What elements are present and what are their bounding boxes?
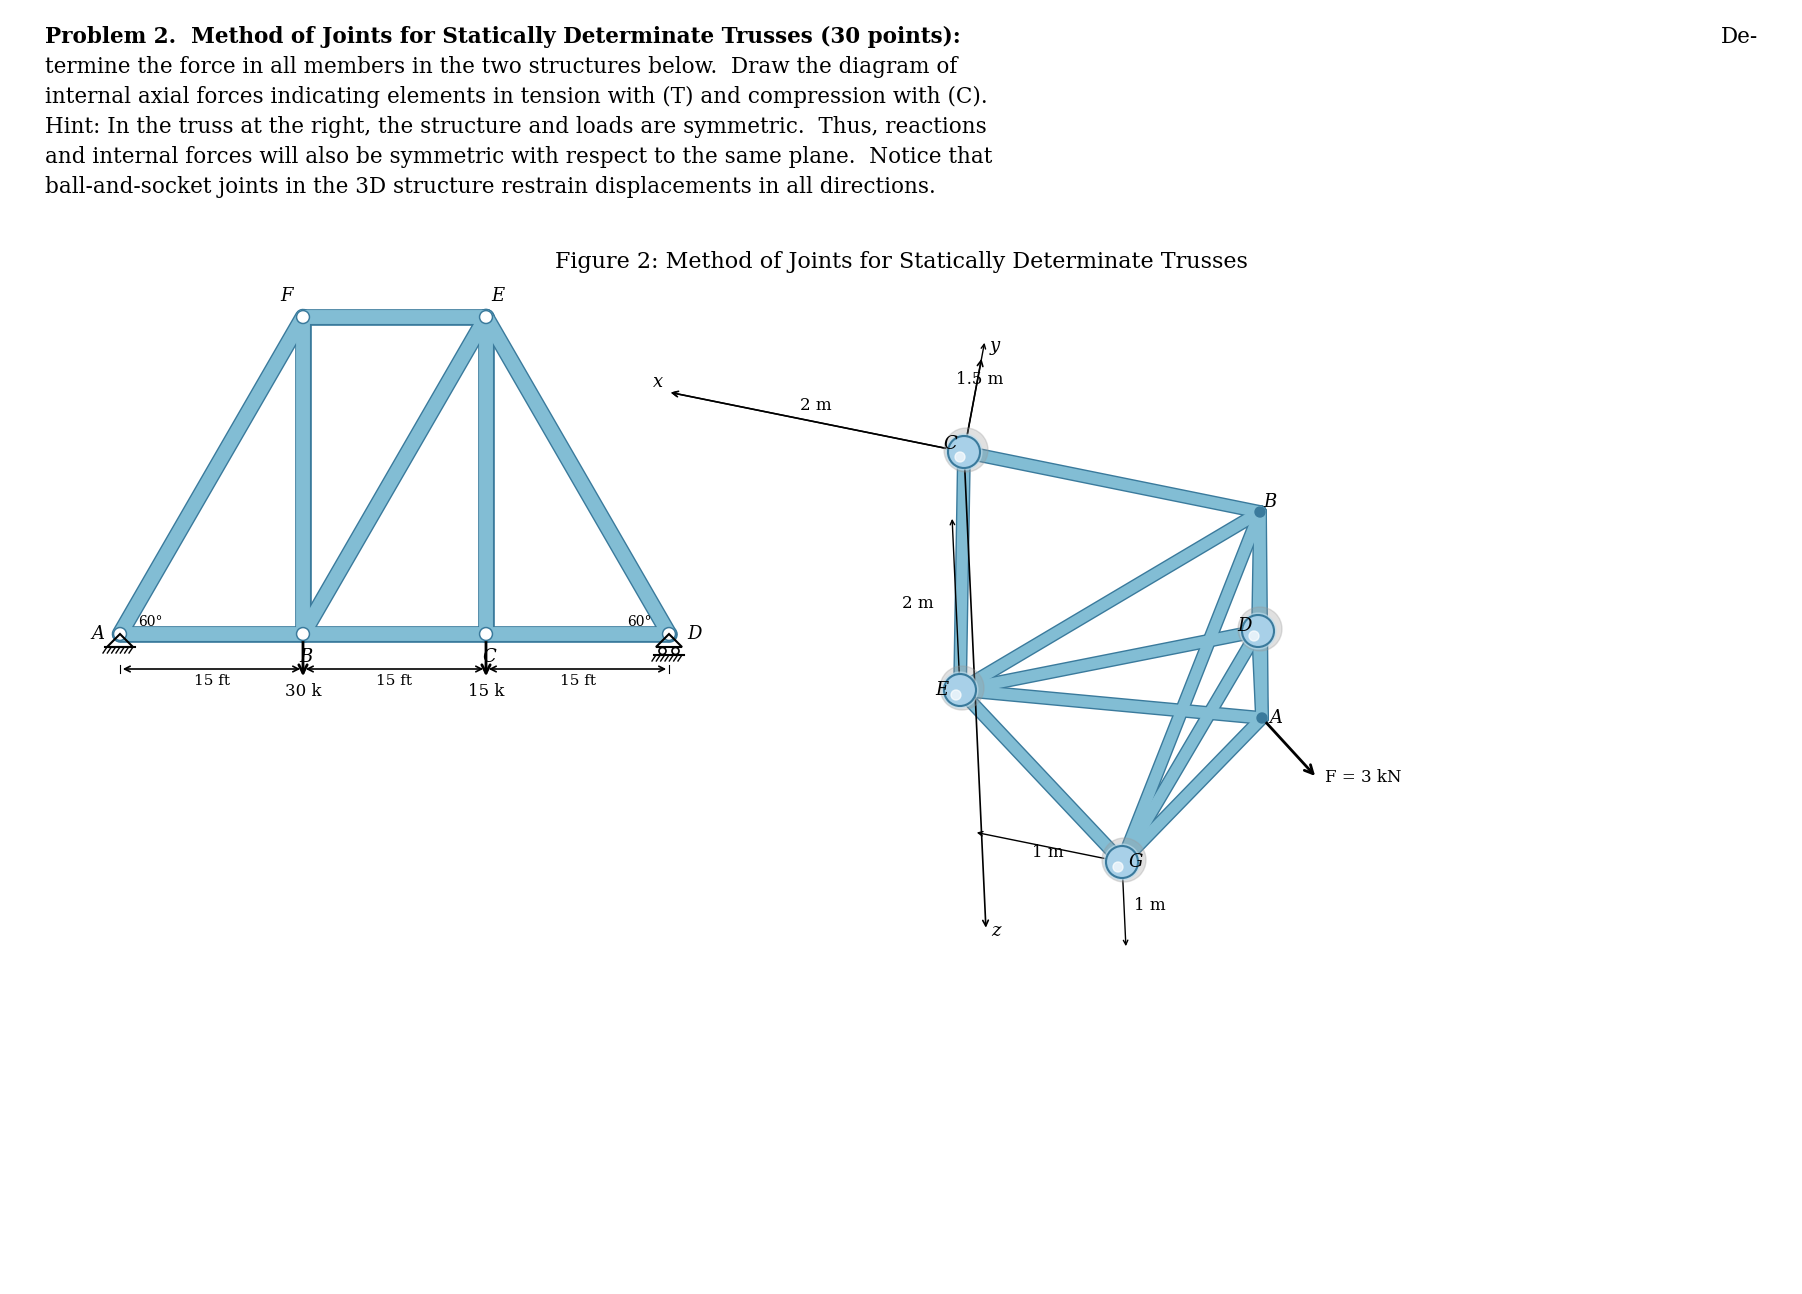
Text: 15 ft: 15 ft bbox=[193, 674, 229, 688]
Circle shape bbox=[479, 628, 492, 641]
Circle shape bbox=[1258, 713, 1267, 723]
Text: 2 m: 2 m bbox=[800, 397, 833, 414]
Circle shape bbox=[1106, 846, 1139, 879]
Text: C: C bbox=[942, 435, 957, 453]
Circle shape bbox=[1105, 844, 1141, 880]
Text: 60°: 60° bbox=[627, 615, 652, 629]
Circle shape bbox=[1242, 615, 1274, 647]
Circle shape bbox=[481, 312, 490, 322]
Text: 60°: 60° bbox=[139, 615, 162, 629]
Circle shape bbox=[948, 436, 980, 468]
Text: 2 m: 2 m bbox=[903, 594, 933, 612]
Circle shape bbox=[955, 452, 966, 462]
Text: Figure 2: Method of Joints for Statically Determinate Trusses: Figure 2: Method of Joints for Staticall… bbox=[555, 251, 1247, 273]
Text: G: G bbox=[1128, 853, 1142, 871]
Circle shape bbox=[941, 666, 984, 710]
Text: termine the force in all members in the two structures below.  Draw the diagram : termine the force in all members in the … bbox=[45, 56, 957, 78]
Circle shape bbox=[297, 629, 308, 639]
Circle shape bbox=[1103, 839, 1146, 883]
Circle shape bbox=[946, 433, 982, 470]
Text: z: z bbox=[991, 921, 1000, 939]
Circle shape bbox=[481, 629, 490, 639]
Text: 15 ft: 15 ft bbox=[377, 674, 413, 688]
Text: 1.5 m: 1.5 m bbox=[955, 371, 1004, 388]
Text: y: y bbox=[989, 336, 1000, 355]
Text: A: A bbox=[1269, 709, 1283, 727]
Text: C: C bbox=[483, 648, 496, 666]
Circle shape bbox=[1249, 631, 1260, 641]
Text: ball-and-socket joints in the 3D structure restrain displacements in all directi: ball-and-socket joints in the 3D structu… bbox=[45, 176, 935, 198]
Text: internal axial forces indicating elements in tension with (T) and compression wi: internal axial forces indicating element… bbox=[45, 85, 987, 109]
Text: 15 ft: 15 ft bbox=[559, 674, 595, 688]
Circle shape bbox=[942, 672, 978, 708]
Text: D: D bbox=[687, 625, 701, 643]
Text: D: D bbox=[1236, 617, 1251, 635]
Text: B: B bbox=[1263, 493, 1276, 511]
Text: F = 3 kN: F = 3 kN bbox=[1324, 770, 1402, 787]
Circle shape bbox=[951, 690, 960, 700]
Text: 1 m: 1 m bbox=[1133, 897, 1166, 914]
Text: Problem 2.  Method of Joints for Statically Determinate Trusses (30 points):: Problem 2. Method of Joints for Statical… bbox=[45, 26, 960, 48]
Text: F: F bbox=[281, 287, 294, 305]
Text: Hint: In the truss at the right, the structure and loads are symmetric.  Thus, r: Hint: In the truss at the right, the str… bbox=[45, 116, 987, 138]
Circle shape bbox=[1238, 607, 1281, 651]
Text: B: B bbox=[299, 648, 312, 666]
Circle shape bbox=[297, 311, 310, 324]
Circle shape bbox=[944, 674, 977, 707]
Circle shape bbox=[115, 629, 124, 639]
Circle shape bbox=[114, 628, 126, 641]
Circle shape bbox=[297, 628, 310, 641]
Circle shape bbox=[1254, 507, 1265, 518]
Text: and internal forces will also be symmetric with respect to the same plane.  Noti: and internal forces will also be symmetr… bbox=[45, 146, 993, 168]
Text: A: A bbox=[90, 625, 105, 643]
Circle shape bbox=[297, 312, 308, 322]
Circle shape bbox=[663, 628, 676, 641]
Text: E: E bbox=[935, 681, 948, 699]
Circle shape bbox=[663, 629, 674, 639]
Circle shape bbox=[1240, 613, 1276, 650]
Circle shape bbox=[479, 311, 492, 324]
Text: 30 k: 30 k bbox=[285, 683, 321, 700]
Circle shape bbox=[944, 428, 987, 472]
Text: 15 k: 15 k bbox=[469, 683, 505, 700]
Text: E: E bbox=[490, 287, 505, 305]
Text: x: x bbox=[652, 373, 663, 391]
Text: De-: De- bbox=[1721, 26, 1759, 48]
Circle shape bbox=[1114, 862, 1123, 872]
Text: 1 m: 1 m bbox=[1033, 844, 1063, 861]
